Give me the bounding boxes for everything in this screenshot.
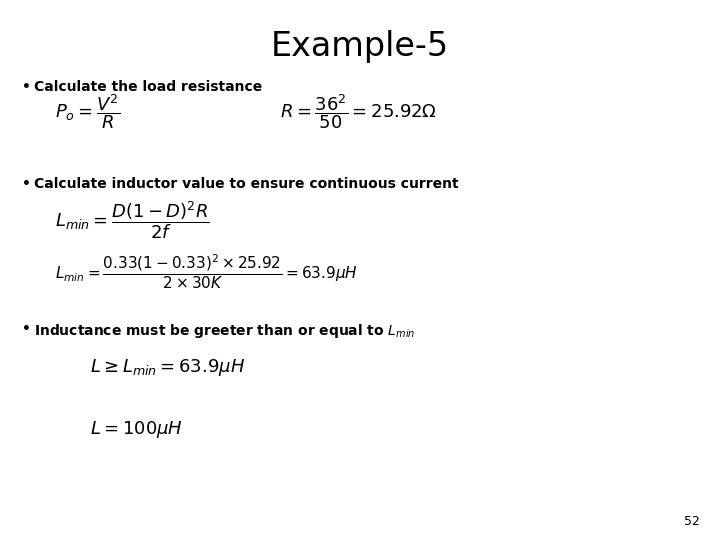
Text: •: • (22, 80, 31, 94)
Text: $R = \dfrac{36^2}{50} = 25.92\Omega$: $R = \dfrac{36^2}{50} = 25.92\Omega$ (280, 93, 437, 131)
Text: Inductance must be greeter than or equal to $L_{min}$: Inductance must be greeter than or equal… (34, 322, 415, 340)
Text: Example-5: Example-5 (271, 30, 449, 63)
Text: $L_{min} = \dfrac{D(1-D)^2R}{2f}$: $L_{min} = \dfrac{D(1-D)^2R}{2f}$ (55, 199, 210, 241)
Text: 52: 52 (684, 515, 700, 528)
Text: •: • (22, 177, 31, 191)
Text: $L = 100\mu H$: $L = 100\mu H$ (90, 420, 183, 441)
Text: Calculate inductor value to ensure continuous current: Calculate inductor value to ensure conti… (34, 177, 459, 191)
Text: •: • (22, 322, 31, 336)
Text: $L \geq L_{min} = 63.9\mu H$: $L \geq L_{min} = 63.9\mu H$ (90, 357, 245, 379)
Text: Calculate the load resistance: Calculate the load resistance (34, 80, 262, 94)
Text: $L_{min} = \dfrac{0.33(1-0.33)^2 \times 25.92}{2 \times 30K} = 63.9\mu H$: $L_{min} = \dfrac{0.33(1-0.33)^2 \times … (55, 253, 358, 291)
Text: $P_o = \dfrac{V^2}{R}$: $P_o = \dfrac{V^2}{R}$ (55, 93, 120, 131)
